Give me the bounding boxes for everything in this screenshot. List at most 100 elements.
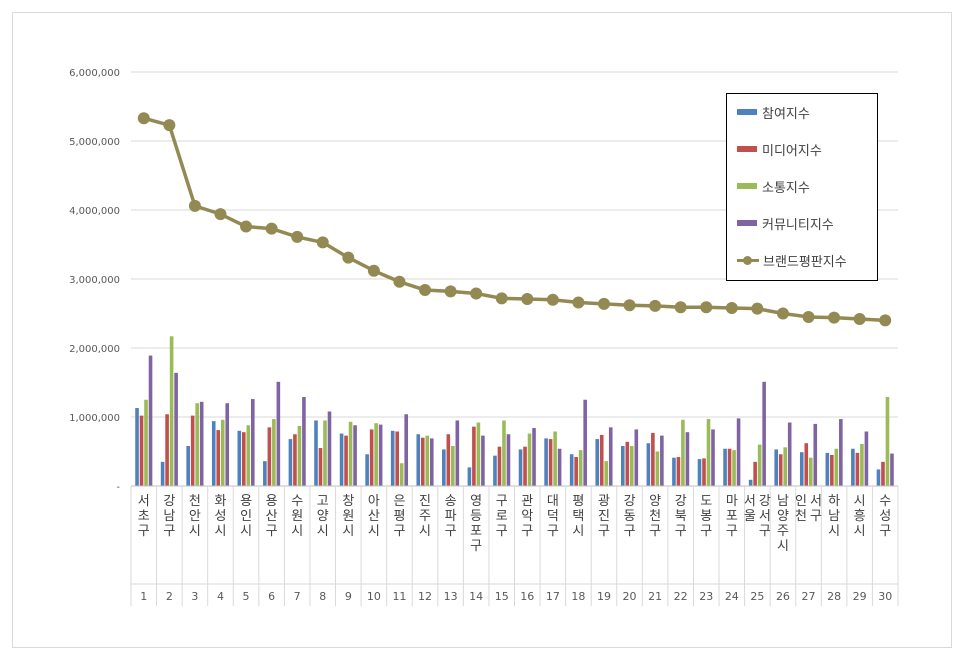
x-category-label: 수 bbox=[879, 494, 891, 509]
x-category-label: 수 bbox=[291, 494, 303, 509]
bar-2 bbox=[446, 434, 451, 486]
x-rank-label: 24 bbox=[725, 590, 739, 603]
x-category-label: 관 bbox=[521, 494, 533, 509]
x-category-label: 강 bbox=[163, 494, 175, 509]
bar-4 bbox=[429, 438, 434, 486]
bar-2 bbox=[651, 432, 655, 486]
bar-2 bbox=[216, 430, 221, 486]
x-category-label: 봉 bbox=[700, 509, 712, 524]
bar-1 bbox=[544, 438, 548, 486]
x-category-label: 초 bbox=[138, 509, 150, 524]
bar-4 bbox=[634, 429, 639, 486]
x-rank-label: 29 bbox=[853, 590, 867, 603]
bar-4 bbox=[353, 425, 357, 486]
x-rank-label: 10 bbox=[367, 590, 381, 603]
x-category-label: 시 bbox=[828, 524, 840, 539]
x-category-label: 인 bbox=[240, 509, 252, 524]
x-category-label: 양 bbox=[649, 494, 661, 509]
x-category-label: 구 bbox=[393, 524, 405, 539]
x-axis: 서초구1강남구2천안시3화성시4용인시5용산구6수원시7고양시8창원시9아산시1… bbox=[130, 485, 899, 606]
bar-4 bbox=[583, 399, 587, 486]
bar-1 bbox=[160, 461, 165, 486]
x-category-label: 화 bbox=[214, 494, 226, 509]
x-category-label: 하 bbox=[828, 494, 840, 509]
bar-2 bbox=[702, 458, 706, 486]
x-category-label: 구 bbox=[759, 524, 771, 539]
bar-3 bbox=[374, 423, 378, 486]
bar-1 bbox=[723, 448, 727, 486]
bar-1 bbox=[263, 461, 267, 486]
bar-2 bbox=[881, 461, 885, 486]
x-category-label: 구 bbox=[879, 524, 891, 539]
brand-line-point bbox=[572, 296, 585, 309]
x-category-label: 강 bbox=[675, 494, 687, 509]
x-category-label: 시 bbox=[572, 524, 584, 539]
bar-2 bbox=[293, 434, 297, 486]
brand-line-point bbox=[367, 264, 380, 277]
bar-4 bbox=[736, 418, 741, 486]
bar-3 bbox=[681, 419, 685, 486]
bar-1 bbox=[876, 469, 881, 486]
x-category-label: 시 bbox=[854, 494, 866, 509]
bar-4 bbox=[327, 411, 332, 486]
x-rank-label: 2 bbox=[166, 590, 173, 603]
bar-4 bbox=[711, 429, 715, 486]
x-rank-label: 28 bbox=[827, 590, 841, 603]
brand-line-point bbox=[188, 199, 201, 212]
x-category-label: 진 bbox=[598, 509, 610, 524]
x-category-label: 시 bbox=[240, 524, 252, 539]
bar-3 bbox=[348, 421, 353, 486]
x-rank-label: 14 bbox=[469, 590, 483, 603]
bar-1 bbox=[569, 454, 574, 486]
bar-1 bbox=[672, 457, 676, 486]
bar-1 bbox=[799, 452, 804, 486]
brand-line-point bbox=[163, 119, 176, 132]
legend-item-media: 미디어지수 bbox=[737, 140, 822, 159]
x-category-label: 산 bbox=[368, 509, 380, 524]
x-rank-label: 8 bbox=[319, 590, 326, 603]
bar-4 bbox=[890, 453, 894, 486]
x-rank-label: 27 bbox=[802, 590, 816, 603]
bar-4 bbox=[762, 381, 766, 486]
y-tick-label: 1,000,000 bbox=[69, 413, 120, 424]
bar-3 bbox=[451, 445, 455, 486]
bar-2 bbox=[523, 446, 527, 486]
brand-line-point bbox=[265, 222, 278, 235]
x-category-label: 구 bbox=[138, 524, 150, 539]
x-rank-label: 3 bbox=[191, 590, 198, 603]
legend: 참여지수 미디어지수 소통지수 커뮤니티지수 브랜드평판지수 bbox=[726, 93, 878, 281]
x-category-label: 구 bbox=[726, 524, 738, 539]
x-category-label: 울 bbox=[744, 509, 756, 524]
brand-line-point bbox=[725, 301, 738, 314]
x-rank-label: 5 bbox=[243, 590, 250, 603]
bar-4 bbox=[608, 427, 613, 486]
bar-4 bbox=[660, 435, 664, 486]
bar-2 bbox=[676, 457, 681, 486]
brand-line-point bbox=[751, 302, 764, 315]
x-category-label: 마 bbox=[726, 494, 738, 509]
bar-2 bbox=[165, 414, 169, 486]
x-category-label: 시 bbox=[342, 524, 354, 539]
bar-2 bbox=[242, 432, 246, 486]
brand-line bbox=[137, 112, 892, 327]
x-rank-label: 7 bbox=[294, 590, 301, 603]
x-category-label: 양 bbox=[777, 509, 789, 524]
bar-3 bbox=[732, 450, 736, 486]
x-category-label: 서 bbox=[810, 494, 822, 509]
brand-line-point bbox=[521, 293, 534, 306]
x-category-label: 강 bbox=[759, 494, 771, 509]
brand-line-point bbox=[776, 307, 789, 320]
bar-4 bbox=[813, 423, 818, 486]
x-rank-label: 4 bbox=[217, 590, 224, 603]
bar-2 bbox=[344, 435, 348, 486]
x-category-label: 안 bbox=[189, 509, 201, 524]
legend-item-communication: 소통지수 bbox=[737, 177, 810, 196]
x-category-label: 파 bbox=[445, 509, 457, 524]
x-category-label: 원 bbox=[342, 509, 354, 524]
bars bbox=[135, 336, 894, 486]
bar-4 bbox=[302, 396, 306, 486]
x-category-label: 흥 bbox=[854, 509, 866, 524]
brand-line-point bbox=[495, 292, 508, 305]
bar-1 bbox=[646, 443, 651, 486]
x-rank-label: 6 bbox=[268, 590, 275, 603]
